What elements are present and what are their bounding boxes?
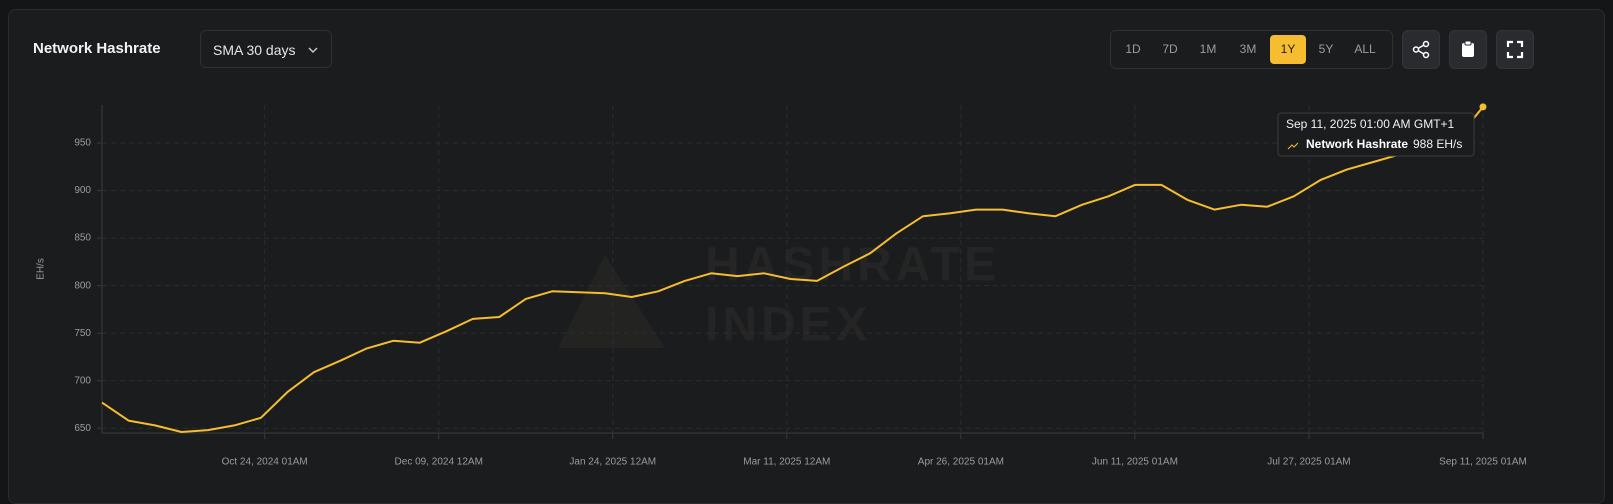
x-tick-label: Mar 11, 2025 12AM (743, 457, 830, 468)
chevron (308, 47, 318, 53)
share-button[interactable] (1402, 30, 1440, 69)
x-tick-label: Jan 24, 2025 12AM (569, 457, 656, 468)
y-axis-label: EH/s (36, 258, 47, 280)
range-group: 1D 7D 1M 3M 1Y 5Y ALL (1110, 30, 1393, 69)
range-button[interactable]: 3M (1239, 42, 1257, 56)
range-button[interactable]: 1D (1125, 42, 1141, 56)
tooltip: Sep 11, 2025 01:00 AM GMT+1 Network Hashr… (1277, 112, 1475, 157)
dropdown-label: SMA 30 days (213, 42, 296, 58)
title: Network Hashrate (33, 40, 161, 57)
x-tick-label: Jun 11, 2025 01AM (1092, 457, 1178, 468)
x-tick-label: Oct 24, 2024 01AM (222, 457, 308, 468)
share-icon (1412, 40, 1430, 59)
tooltip-date: Sep 11, 2025 01:00 AM GMT+1 (1286, 117, 1455, 131)
watermark-logo (558, 255, 665, 348)
x-tick-label: Apr 26, 2025 01AM (918, 457, 1004, 468)
watermark-text: INDEX (705, 299, 872, 352)
y-tick-label: 800 (74, 280, 91, 291)
range-button[interactable]: 1M (1199, 42, 1217, 56)
fullscreen-icon (1506, 40, 1524, 59)
y-tick-label: 750 (74, 328, 91, 339)
clipboard-icon (1462, 40, 1474, 57)
range-button[interactable]: 7D (1162, 42, 1178, 56)
y-tick-label: 900 (74, 185, 91, 196)
tooltip-series: Network Hashrate (1306, 137, 1408, 151)
y-tick-label: 850 (74, 233, 91, 244)
y-tick-label: 700 (74, 375, 91, 386)
clipboard-button[interactable] (1449, 30, 1487, 69)
card (8, 9, 1605, 504)
tooltip-icon (1287, 142, 1299, 150)
y-tick-label: 650 (74, 423, 91, 434)
x-tick-label: Jul 27, 2025 01AM (1267, 457, 1350, 468)
tooltip-value: 988 EH/s (1413, 137, 1462, 151)
range-button[interactable]: 5Y (1318, 42, 1334, 56)
hover-point (1479, 103, 1487, 111)
range-button[interactable]: ALL (1354, 42, 1376, 56)
fullscreen-button[interactable] (1496, 30, 1534, 69)
range-button[interactable]: 1Y (1270, 35, 1306, 64)
tooltip-box (1277, 112, 1475, 157)
hashrate-line (101, 106, 1484, 433)
sma-dropdown[interactable]: SMA 30 days (200, 30, 332, 68)
x-tick-label: Sep 11, 2025 01AM (1439, 457, 1527, 468)
y-tick-label: 950 (74, 138, 91, 149)
x-tick-label: Dec 09, 2024 12AM (395, 457, 483, 468)
watermark-text: HASHRATE (705, 239, 1000, 292)
